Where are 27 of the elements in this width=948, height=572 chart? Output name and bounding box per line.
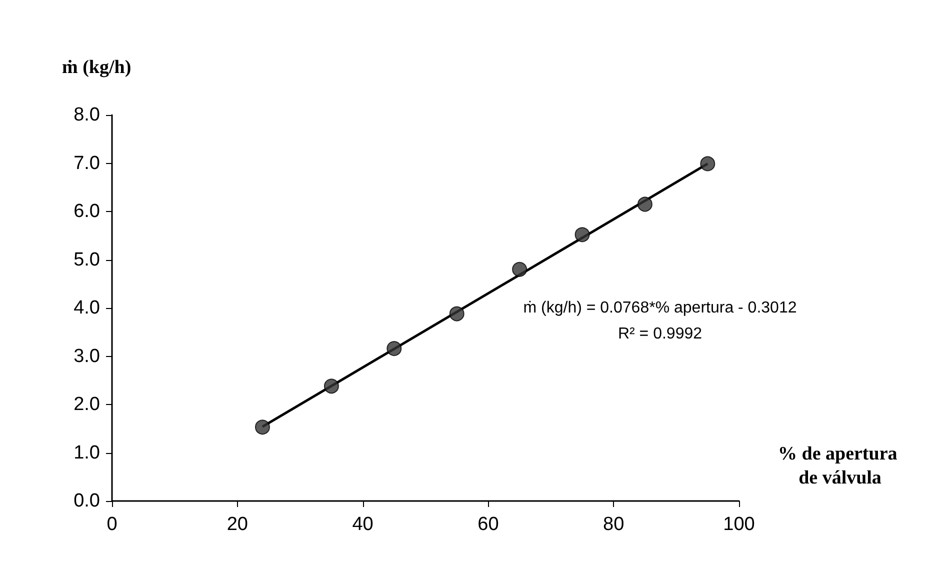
point [449, 306, 464, 322]
y-tick-label: 5.0 [74, 249, 100, 270]
y-tick-label: 7.0 [74, 152, 100, 174]
x-axis-title: % de apertura de válvula [778, 444, 902, 488]
y-tick-label: 2.0 [74, 394, 100, 415]
point [512, 262, 528, 277]
annotation: ṁ (kg/h) = 0.0768*% apertura - 0.3012 [523, 300, 797, 316]
y-axis-title: ṁ (kg/h) [62, 57, 132, 78]
x-tick-label: 80 [603, 514, 624, 535]
annotation: R² = 0.9992 [618, 326, 702, 342]
x-tick-label: 20 [226, 514, 248, 535]
point [254, 420, 270, 435]
point [386, 341, 402, 356]
point [637, 196, 652, 212]
point [574, 227, 590, 242]
x-tick-label: 60 [478, 514, 499, 535]
point [700, 156, 716, 172]
y-tick-label: 6.0 [74, 201, 100, 222]
x-tick-label: 0 [106, 514, 118, 535]
x-tick-label: 100 [723, 514, 755, 535]
y-tick-label: 4.0 [74, 298, 100, 318]
point [324, 378, 339, 394]
y-tick-label: 0.0 [74, 490, 100, 512]
y-tick-label: 8.0 [74, 104, 100, 126]
y-tick-label: 3.0 [74, 346, 100, 367]
x-tick-label: 40 [352, 514, 374, 535]
y-tick-label: 1.0 [74, 442, 100, 464]
